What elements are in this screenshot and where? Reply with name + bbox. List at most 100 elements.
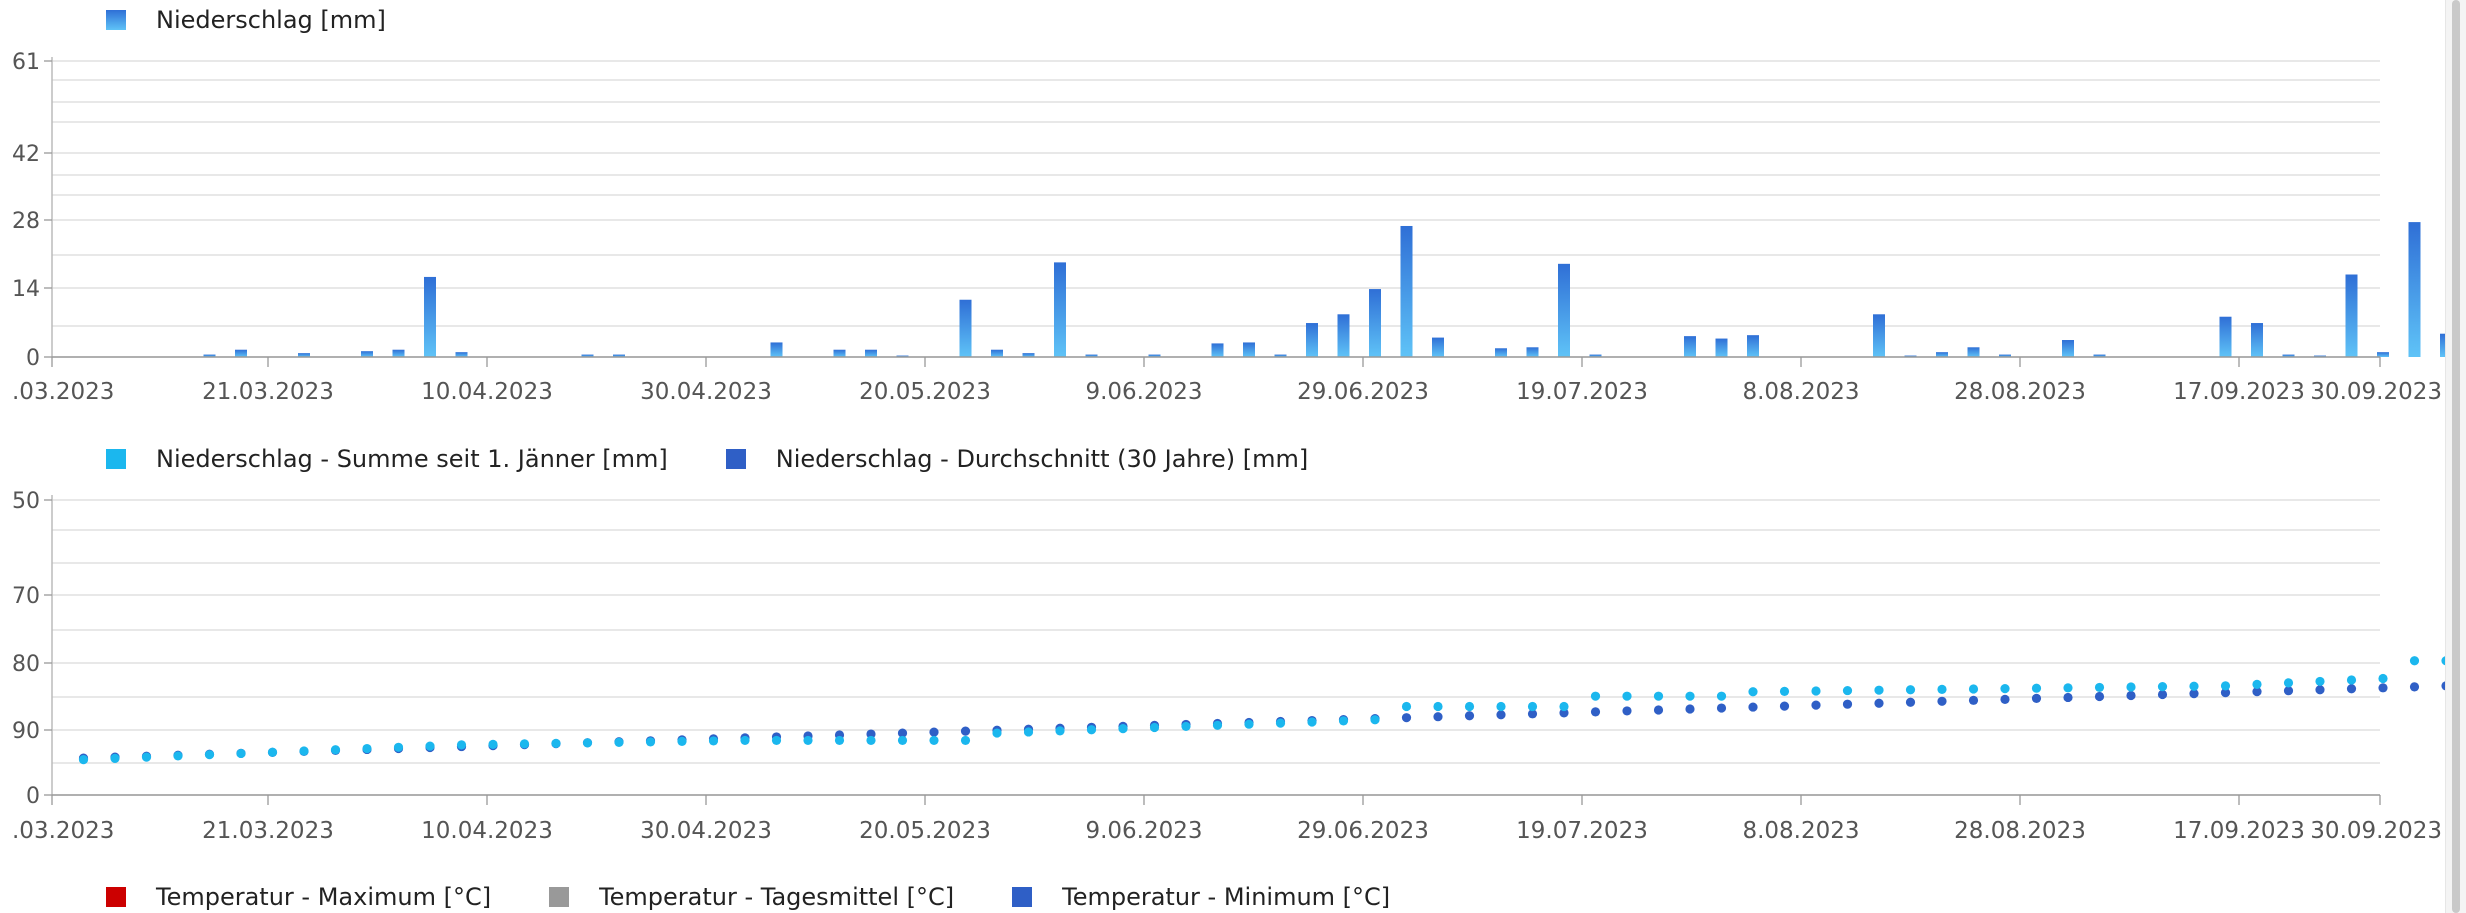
cumulative-sum-point [1590,691,1601,701]
cumulative-sum-point [204,750,215,760]
precip-bar [959,299,972,357]
average-point [1748,702,1758,712]
average-point [929,727,939,737]
average-point [2252,687,2262,697]
cumulative-sum-point [1842,685,1853,696]
vertical-scrollbar[interactable] [2445,0,2466,913]
cumulative-sum-point [866,735,876,746]
cumulative-sum-point [1086,725,1097,735]
average-point [1653,705,1664,715]
precip-x-tick-11: 30.09.2023 [2310,379,2442,405]
cum-y-tick-1: 90 [12,719,40,744]
cumulative-sum-point [2252,679,2262,689]
cumulative-sum-point [2315,676,2325,687]
precip-bar [1432,337,1444,357]
precip-x-tick-0: .03.2023 [12,379,114,405]
average-point [2063,692,2073,703]
cumulative-sum-point [267,747,278,757]
cum-x-tick-9: 28.08.2023 [1954,818,2086,844]
cumulative-sum-point [1559,701,1569,712]
legend-swatch-precipitation [106,10,126,30]
average-point [2031,693,2042,704]
legend-item-cumulative-sum[interactable]: Niederschlag - Summe seit 1. Jänner [mm] [106,445,668,473]
cumulative-sum-point [1055,726,1065,736]
legend-item-precipitation[interactable]: Niederschlag [mm] [106,6,386,34]
legend-cumulative: Niederschlag - Summe seit 1. Jänner [mm]… [106,445,1366,473]
cumulative-sum-point [803,735,813,746]
cumulative-points [78,656,2451,765]
scrollbar-thumb[interactable] [2452,0,2460,913]
legend-item-temp-max[interactable]: Temperatur - Maximum [°C] [106,883,491,911]
legend-item-average[interactable]: Niederschlag - Durchschnitt (30 Jahre) [… [725,445,1308,473]
precip-bar [1715,338,1728,357]
precip-bar [1684,336,1696,357]
precip-bar [2345,274,2358,357]
precip-bar [1873,314,1885,357]
cum-x-tick-2: 10.04.2023 [421,818,553,844]
cumulative-sum-point [582,738,593,748]
legend-label-precipitation: Niederschlag [mm] [156,6,386,34]
cumulative-sum-point [614,737,624,747]
cumulative-axis: 0 90 80 70 50 .03.2023 21.03.2023 10.04.2023 30.… [12,489,2442,844]
cumulative-sum-point [2094,682,2105,693]
precip-x-tick-3: 30.04.2023 [640,379,772,405]
cumulative-sum-point [1181,721,1191,732]
precip-bar [2282,354,2295,357]
cumulative-sum-point [1401,701,1412,712]
precip-y-tick-1: 14 [12,277,40,302]
precipitation-axis: 0 14 28 42 61 .03.2023 21.03.2023 10.04.2023 30.… [12,50,2442,405]
cumulative-sum-point [740,735,750,746]
cumulative-sum-point [1653,691,1664,701]
cumulative-sum-point [362,743,372,754]
cumulative-sum-point [110,753,120,763]
cumulative-sum-point [1968,684,1979,694]
cumulative-sum-point [834,735,845,746]
legend-item-temp-min[interactable]: Temperatur - Minimum [°C] [1012,883,1390,911]
cumulative-sum-point [551,738,561,748]
average-point [2315,685,2325,695]
cumulative-sum-point [1779,686,1790,696]
cumulative-sum-point [425,741,435,751]
cumulative-sum-point [992,728,1002,738]
average-point [1401,713,1412,723]
cumulative-sum-point [1433,701,1443,712]
precip-x-tick-8: 8.08.2023 [1742,379,1859,405]
cumulative-sum-point [2409,656,2420,666]
precip-bar [2062,340,2074,357]
precip-bar [1999,354,2011,357]
cum-y-tick-4: 50 [12,489,40,514]
average-point [2346,684,2357,694]
cumulative-sum-point [173,751,183,761]
precip-bar [1274,354,1287,357]
precip-x-tick-7: 19.07.2023 [1516,379,1648,405]
precip-bar [1022,353,1035,357]
legend-label-temp-max: Temperatur - Maximum [°C] [156,883,492,911]
average-point [960,726,971,736]
legend-item-temp-mean[interactable]: Temperatur - Tagesmittel [°C] [549,883,954,911]
precip-bar [1085,354,1098,357]
precip-bar [865,349,877,357]
cum-x-tick-5: 9.06.2023 [1085,818,1202,844]
cumulative-sum-point [1748,687,1758,697]
average-point [2283,686,2294,696]
average-point [2126,690,2136,701]
cumulative-sum-point [1527,701,1538,712]
average-point [1874,698,1884,708]
average-point [1716,703,1727,713]
average-point [2094,691,2105,702]
precip-bar [991,349,1003,357]
precip-bar [613,354,625,357]
legend-swatch-temp-min [1012,887,1033,907]
precip-bar [833,349,846,357]
precip-bar [235,349,247,357]
precip-bar [1495,348,1507,357]
cumulative-sum-point [1811,686,1821,696]
precip-bar [1148,354,1161,357]
cum-y-tick-0: 0 [26,784,40,809]
cum-y-tick-3: 70 [12,584,40,609]
cum-x-tick-8: 8.08.2023 [1742,818,1859,844]
legend-label-temp-min: Temperatur - Minimum [°C] [1062,883,1391,911]
cumulative-sum-point [2031,683,2042,693]
precip-bar [2377,352,2389,357]
